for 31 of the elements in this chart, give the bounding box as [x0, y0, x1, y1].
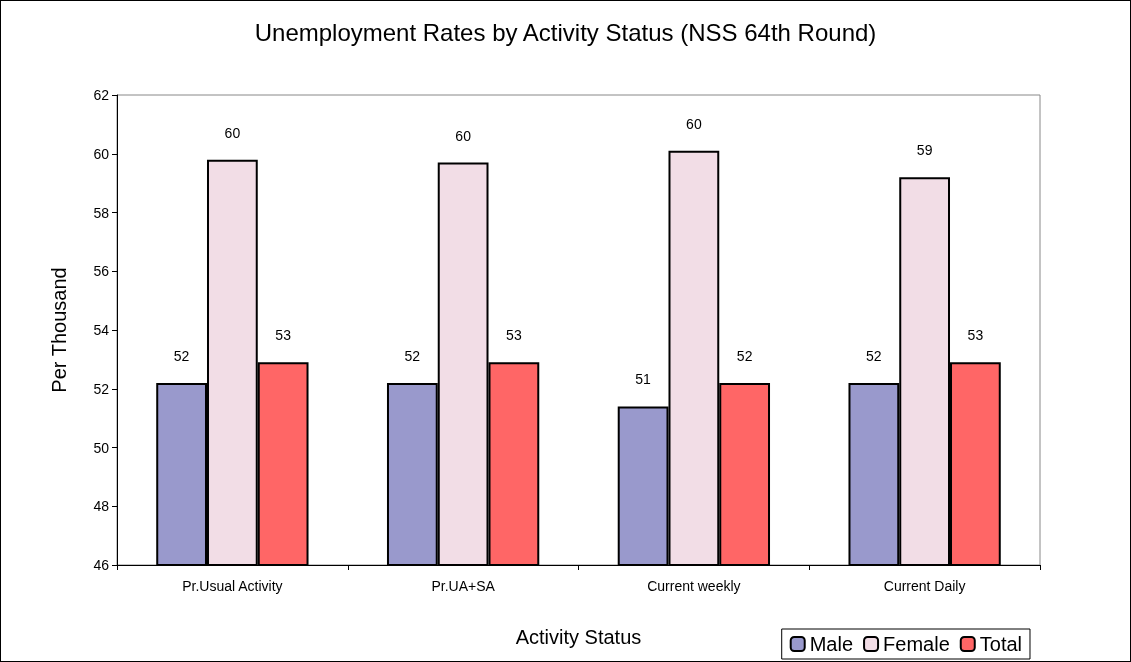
y-tick-label: 58	[93, 204, 110, 221]
y-tick-label: 48	[93, 498, 110, 515]
x-tick-label: Current weekly	[647, 578, 741, 594]
y-tick-label: 50	[93, 439, 110, 456]
x-tick-label: Current Daily	[883, 578, 966, 594]
y-tick-label: 60	[93, 145, 110, 162]
data-label: 60	[686, 115, 702, 132]
x-tick-label: Pr.UA+SA	[431, 578, 496, 594]
y-tick-label: 46	[93, 557, 110, 573]
legend-label: Male	[809, 633, 854, 655]
chart-title: Unemployment Rates by Activity Status (NSS 64th Round)	[254, 18, 877, 46]
y-axis-title: Per Thousand	[48, 267, 70, 393]
data-label: 59	[916, 142, 933, 159]
data-label: 52	[404, 347, 421, 364]
y-tick-label: 52	[93, 380, 110, 397]
data-label: 53	[967, 327, 984, 344]
y-tick-label: 62	[93, 87, 110, 103]
y-tick-label: 54	[93, 322, 110, 338]
data-label: 51	[635, 371, 652, 388]
data-label: 52	[736, 347, 753, 364]
x-axis-title: Activity Status	[515, 626, 642, 648]
legend-label: Female	[883, 633, 950, 655]
data-label: 53	[506, 327, 522, 344]
data-label: 52	[173, 347, 190, 364]
y-tick-label: 56	[93, 263, 110, 280]
data-label: 52	[866, 347, 882, 364]
legend-label: Total	[979, 633, 1022, 655]
data-label: 53	[275, 327, 292, 344]
x-tick-label: Pr.Usual Activity	[182, 578, 283, 594]
data-label: 60	[455, 127, 472, 144]
data-label: 60	[224, 124, 241, 141]
